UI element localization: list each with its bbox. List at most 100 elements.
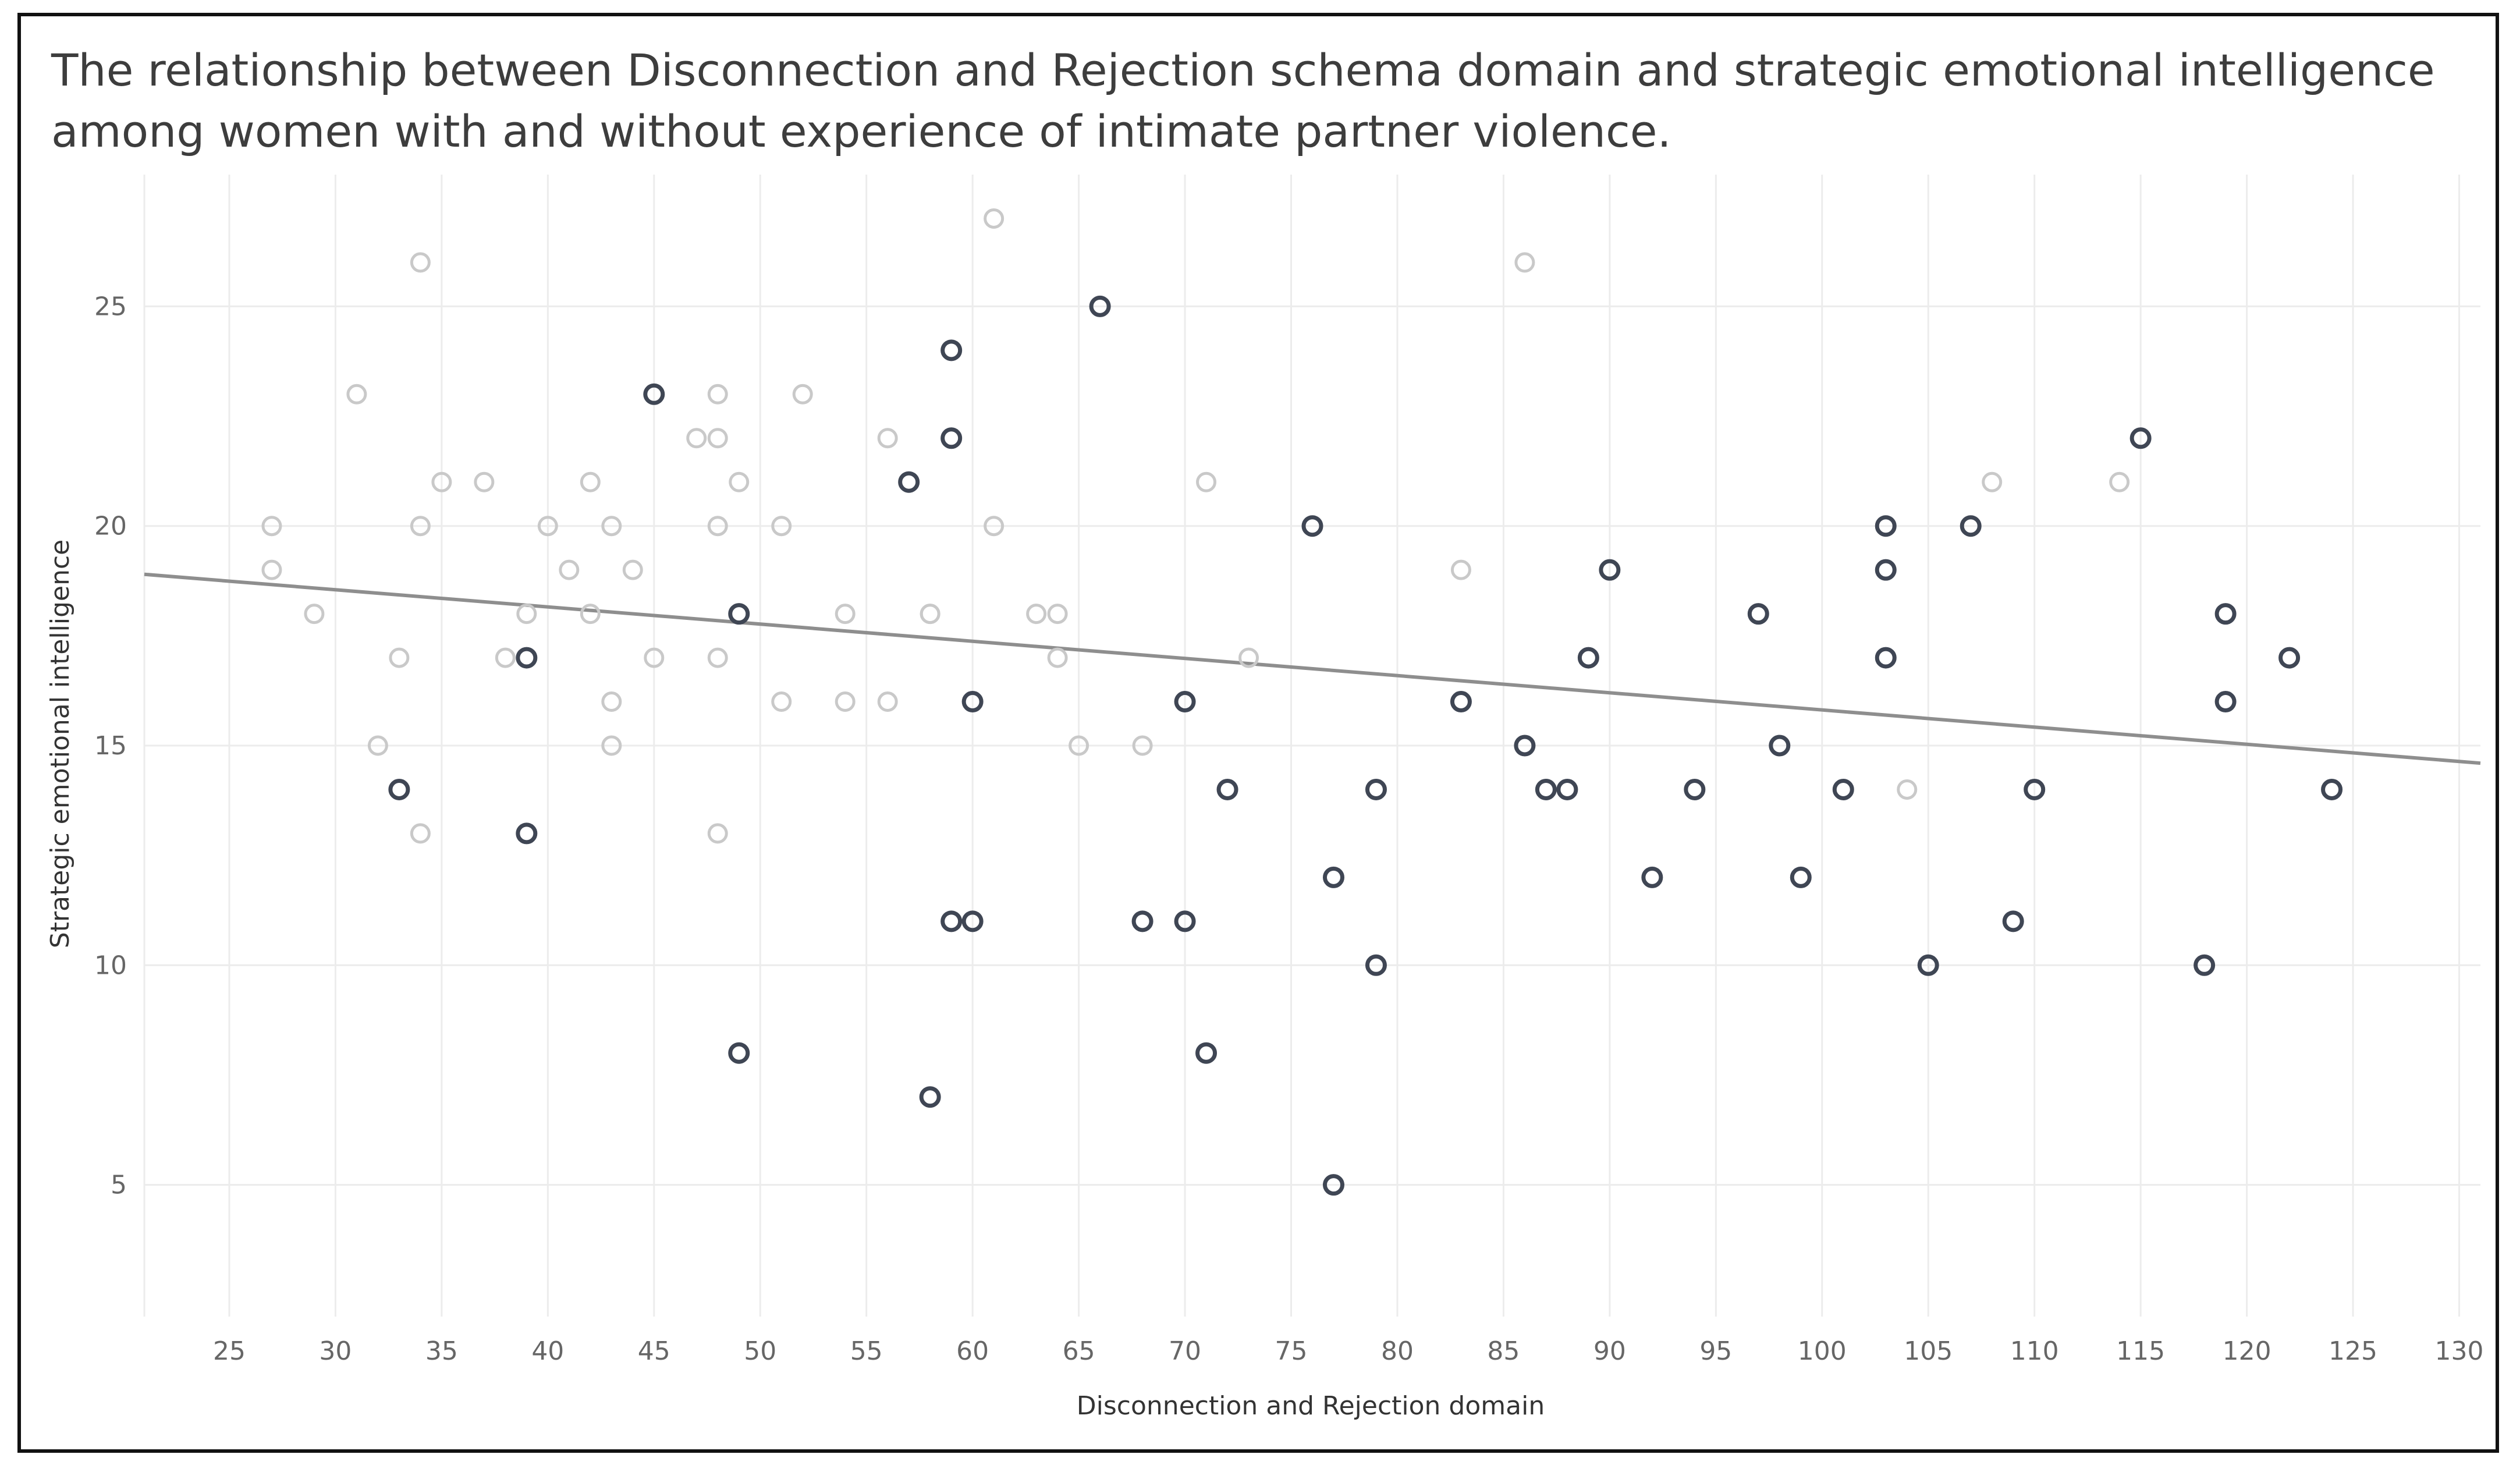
point-light — [580, 471, 601, 492]
point-dark — [2214, 603, 2237, 625]
point-light — [707, 428, 728, 449]
point-light — [707, 384, 728, 405]
point-light — [601, 516, 622, 537]
point-dark — [2321, 778, 2343, 800]
point-dark — [1174, 910, 1196, 932]
x-tick-label: 110 — [2010, 1336, 2059, 1366]
trend-line — [144, 572, 2481, 765]
point-dark — [728, 1042, 750, 1064]
point-light — [495, 647, 516, 668]
point-light — [559, 559, 580, 580]
axis-ticks: 25 30 35 40 45 50 55 60 65 70 75 80 85 90 95 100 105 110 1… — [94, 292, 2484, 1366]
point-dark — [2214, 691, 2237, 713]
x-tick-label: 60 — [956, 1336, 989, 1366]
point-dark — [1875, 515, 1897, 537]
point-dark — [1641, 866, 1663, 888]
point-dark — [1832, 778, 1854, 800]
y-tick-label: 5 — [111, 1170, 127, 1200]
point-light — [835, 604, 856, 625]
x-tick-label: 115 — [2116, 1336, 2165, 1366]
point-dark — [1875, 647, 1897, 669]
y-tick-label: 10 — [94, 950, 127, 980]
point-light — [601, 691, 622, 712]
point-dark — [919, 1086, 941, 1108]
chart-title: The relationship between Disconnection a… — [51, 44, 2435, 157]
point-dark — [961, 910, 984, 932]
point-light — [431, 471, 452, 492]
point-light — [1450, 559, 1471, 580]
point-light — [410, 516, 431, 537]
point-light — [707, 516, 728, 537]
data-points — [261, 208, 2343, 1196]
x-tick-label: 125 — [2329, 1336, 2377, 1366]
point-light — [792, 384, 813, 405]
y-axis-title: Strategic emotional intelligence — [45, 540, 75, 948]
point-light — [410, 823, 431, 844]
point-light — [771, 516, 792, 537]
point-dark — [388, 778, 410, 800]
point-dark — [1556, 778, 1578, 800]
point-dark — [1301, 515, 1323, 537]
point-dark — [1917, 954, 1939, 976]
x-tick-label: 100 — [1798, 1336, 1847, 1366]
point-dark — [1089, 295, 1111, 317]
point-light — [2109, 471, 2130, 492]
point-light — [1026, 604, 1047, 625]
point-dark — [1365, 778, 1387, 800]
point-light — [410, 252, 431, 273]
point-dark — [1450, 691, 1472, 713]
point-dark — [1365, 954, 1387, 976]
point-dark — [940, 910, 963, 932]
point-dark — [940, 427, 963, 449]
x-tick-label: 80 — [1381, 1336, 1414, 1366]
x-tick-label: 90 — [1593, 1336, 1626, 1366]
point-dark — [1131, 910, 1153, 932]
point-light — [729, 471, 750, 492]
point-light — [707, 823, 728, 844]
point-light — [984, 208, 1005, 229]
x-tick-label: 105 — [1904, 1336, 1953, 1366]
point-dark — [1216, 778, 1238, 800]
x-tick-label: 25 — [213, 1336, 246, 1366]
point-light — [346, 384, 367, 405]
y-tick-label: 20 — [94, 512, 127, 541]
point-dark — [2129, 427, 2152, 449]
x-tick-label: 95 — [1699, 1336, 1732, 1366]
point-dark — [2278, 647, 2301, 669]
point-dark — [1769, 735, 1791, 757]
point-light — [835, 691, 856, 712]
point-dark — [1322, 866, 1344, 888]
x-tick-label: 35 — [425, 1336, 458, 1366]
y-tick-label: 15 — [94, 731, 127, 761]
point-light — [877, 691, 898, 712]
x-tick-label: 70 — [1169, 1336, 1201, 1366]
point-light — [1982, 471, 2003, 492]
point-light — [644, 647, 665, 668]
point-dark — [940, 339, 963, 361]
x-tick-label: 30 — [319, 1336, 352, 1366]
point-light — [261, 559, 282, 580]
point-dark — [1174, 691, 1196, 713]
point-dark — [1577, 647, 1599, 669]
point-light — [771, 691, 792, 712]
x-tick-label: 130 — [2435, 1336, 2484, 1366]
x-tick-label: 65 — [1063, 1336, 1095, 1366]
point-light — [580, 604, 601, 625]
y-tick-label: 25 — [94, 292, 127, 321]
point-dark — [2024, 778, 2046, 800]
point-light — [920, 604, 940, 625]
point-dark — [1322, 1174, 1344, 1196]
point-dark — [728, 603, 750, 625]
point-light — [1897, 779, 1918, 800]
x-tick-label: 120 — [2223, 1336, 2271, 1366]
x-tick-label: 85 — [1487, 1336, 1520, 1366]
point-dark — [2002, 910, 2024, 932]
point-light — [474, 471, 495, 492]
point-light — [389, 647, 410, 668]
point-light — [1069, 735, 1089, 756]
point-dark — [1960, 515, 1982, 537]
x-tick-label: 45 — [638, 1336, 670, 1366]
point-light — [1238, 647, 1259, 668]
point-light — [707, 647, 728, 668]
